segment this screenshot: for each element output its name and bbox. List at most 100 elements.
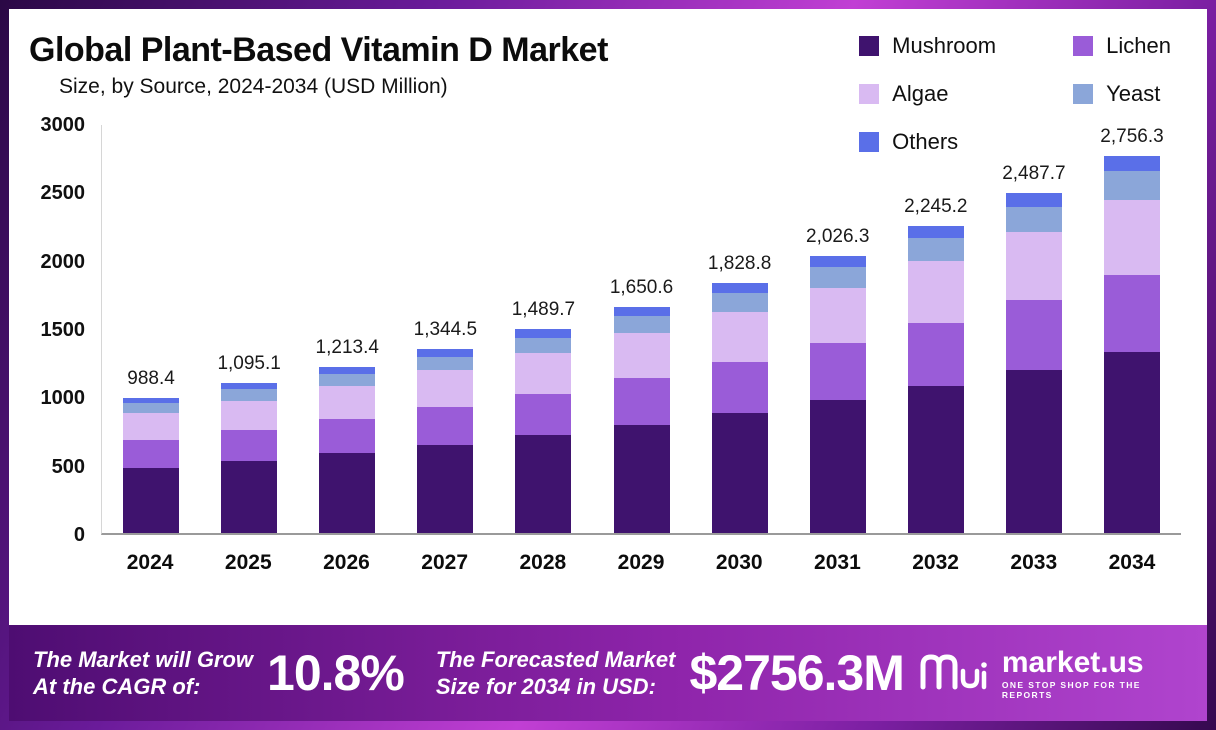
legend-item-algae: Algae (859, 81, 1049, 107)
x-axis-label: 2029 (617, 551, 665, 574)
stacked-bar (1005, 193, 1062, 533)
footer-banner: The Market will Grow At the CAGR of: 10.… (9, 625, 1207, 721)
stacked-bar (907, 226, 964, 533)
y-axis: 0 500 1000 1500 2000 2500 3000 (29, 114, 101, 546)
bar-segment-mushroom (711, 413, 768, 533)
bar-segment-others (809, 256, 866, 268)
x-axis-label: 2027 (421, 551, 469, 574)
plot: 0 500 1000 1500 2000 2500 3000 988.4 1,095.1 1,2… (29, 114, 1181, 546)
bar-column-2026: 1,213.4 (298, 125, 396, 533)
bar-segment-algae (123, 413, 180, 441)
bar-segment-lichen (1005, 300, 1062, 370)
bar-column-2025: 1,095.1 (200, 125, 298, 533)
bar-segment-algae (613, 333, 670, 379)
legend-swatch (859, 84, 880, 104)
bar-segment-yeast (319, 373, 376, 387)
bar-segment-algae (907, 261, 964, 323)
bar-segment-yeast (417, 356, 474, 371)
bar-segment-others (319, 367, 376, 374)
stacked-bar (809, 256, 866, 533)
bar-segment-others (123, 397, 180, 404)
y-axis-tick-label: 2500 (40, 182, 86, 205)
bar-segment-yeast (1103, 171, 1160, 200)
bar-segment-mushroom (221, 461, 278, 533)
bar-segment-others (221, 383, 278, 390)
bar-column-2028: 1,489.7 (494, 125, 592, 533)
bar-segment-others (613, 307, 670, 317)
bar-segment-algae (515, 352, 572, 394)
infographic-body: Global Plant-Based Vitamin D Market Size… (9, 9, 1207, 721)
x-axis-label: 2025 (224, 551, 272, 574)
bar-segment-lichen (515, 393, 572, 436)
bar-segment-yeast (1005, 206, 1062, 233)
bar-total-label: 1,650.6 (609, 277, 674, 299)
cagr-label-line1: The Market will Grow (33, 646, 254, 672)
marketus-logo-icon (918, 649, 992, 698)
x-axis-label: 2028 (519, 551, 567, 574)
brand-block: market.us ONE STOP SHOP FOR THE REPORTS (918, 646, 1183, 700)
legend-swatch (859, 36, 880, 56)
bar-segment-lichen (221, 430, 278, 462)
legend: Mushroom Lichen Algae Yeast Others (859, 33, 1171, 155)
cagr-label: The Market will Grow At the CAGR of: (33, 646, 253, 701)
legend-item-lichen: Lichen (1073, 33, 1171, 59)
legend-label: Algae (892, 81, 949, 106)
legend-item-others: Others (859, 129, 1049, 155)
forecast-label-line1: The Forecasted Market (435, 646, 676, 672)
forecast-label: The Forecasted Market Size for 2034 in U… (436, 646, 676, 701)
bar-column-2032: 2,245.2 (887, 125, 985, 533)
x-axis-label: 2034 (1108, 551, 1156, 574)
x-axis-labels: 2024 2025 2026 2027 2028 2029 2030 2031 2032 2033… (101, 535, 1181, 575)
y-axis-tick-label: 500 (51, 455, 85, 478)
x-axis-label: 2024 (126, 551, 174, 574)
bar-segment-lichen (417, 407, 474, 445)
bar-segment-others (907, 226, 964, 239)
legend-label: Others (892, 129, 959, 154)
bar-segment-lichen (123, 440, 180, 469)
bar-segment-mushroom (809, 400, 866, 533)
legend-item-yeast: Yeast (1073, 81, 1171, 107)
stacked-bar (319, 367, 376, 533)
bar-total-label: 2,756.3 (1100, 126, 1164, 148)
cagr-value: 10.8% (267, 645, 405, 701)
bar-column-2031: 2,026.3 (789, 125, 887, 533)
bar-column-2033: 2,487.7 (985, 125, 1083, 533)
bar-total-label: 1,344.5 (413, 319, 478, 341)
bar-segment-mushroom (417, 444, 474, 534)
cagr-label-line2: At the CAGR of: (33, 674, 201, 699)
x-axis-label: 2026 (323, 551, 370, 574)
stacked-bar (613, 307, 670, 533)
bar-segment-mushroom (1005, 369, 1062, 533)
bar-segment-lichen (711, 361, 768, 414)
bar-segment-lichen (613, 378, 670, 425)
bar-segment-algae (809, 287, 866, 344)
bar-segment-others (417, 349, 474, 357)
y-axis-tick-label: 3000 (40, 114, 86, 136)
bar-segment-yeast (711, 293, 768, 312)
bar-total-label: 2,487.7 (1002, 163, 1066, 185)
brand-tagline: ONE STOP SHOP FOR THE REPORTS (1001, 680, 1141, 700)
bar-segment-mushroom (123, 468, 180, 533)
brand-name: market.us (1001, 646, 1144, 680)
x-axis-label: 2033 (1010, 551, 1058, 574)
forecast-label-line2: Size for 2034 in USD: (435, 674, 656, 699)
bar-segment-yeast (515, 337, 572, 353)
bar-column-2024: 988.4 (102, 125, 200, 533)
bar-segment-lichen (809, 343, 866, 401)
bar-total-label: 988.4 (127, 367, 175, 389)
bar-segment-yeast (809, 267, 866, 288)
bar-segment-mushroom (515, 435, 572, 533)
page-subtitle: Size, by Source, 2024-2034 (USD Million) (59, 75, 448, 98)
legend-label: Mushroom (892, 33, 997, 58)
bar-segment-mushroom (907, 385, 964, 533)
legend-swatch (859, 132, 880, 152)
stacked-bar (123, 397, 180, 533)
bar-total-label: 2,245.2 (904, 196, 968, 218)
bar-segment-yeast (907, 238, 964, 262)
stacked-bar (1103, 156, 1160, 534)
page-title: Global Plant-Based Vitamin D Market (29, 31, 608, 69)
bar-segment-algae (221, 400, 278, 431)
stacked-bar (711, 283, 768, 533)
bar-column-2029: 1,650.6 (592, 125, 690, 533)
